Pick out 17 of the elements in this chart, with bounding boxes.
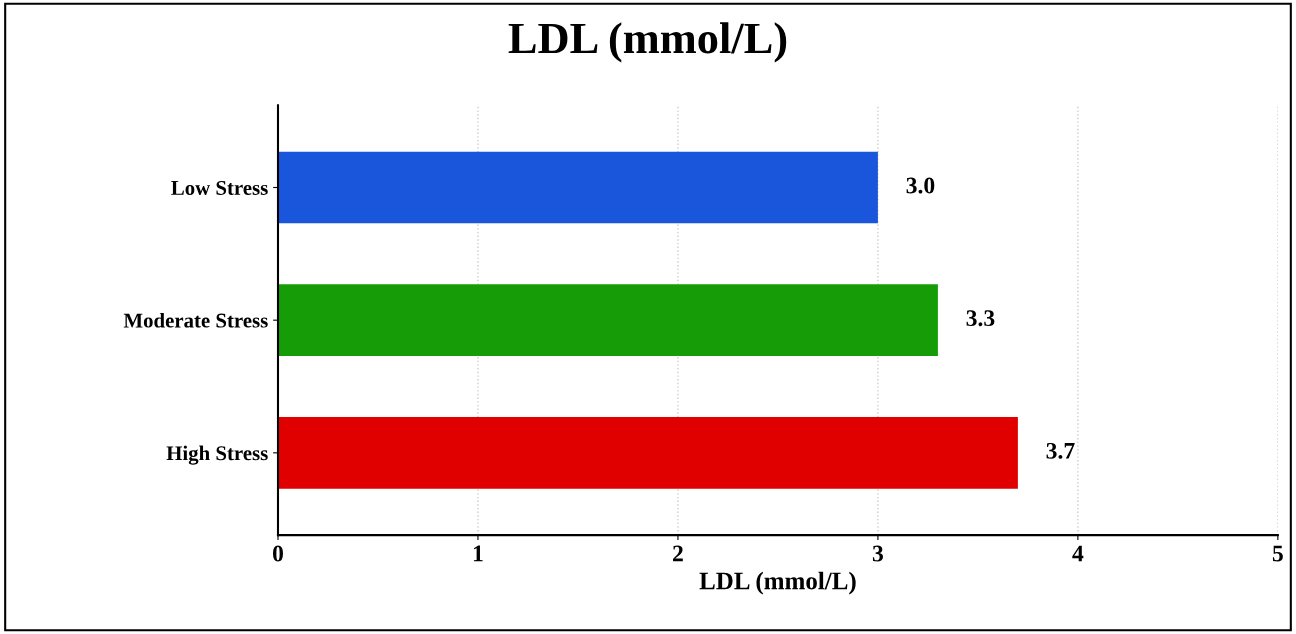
y-tick-label: High Stress [166, 445, 268, 465]
data-label: 3.3 [966, 310, 995, 327]
data-label: 3.7 [1046, 442, 1075, 459]
y-tick-label: Moderate Stress [123, 312, 268, 328]
x-tick-label: 5 [1272, 545, 1283, 562]
y-tick-label: Low Stress [171, 180, 268, 195]
bar [277, 151, 878, 224]
x-tick-label: 4 [1072, 545, 1084, 562]
bar [277, 284, 938, 356]
x-tick-label: 1 [473, 545, 483, 562]
bar [277, 417, 1018, 489]
data-label: 3.0 [906, 177, 935, 194]
x-tick-label: 3 [872, 545, 884, 562]
x-tick-label: 2 [673, 545, 683, 562]
x-axis-title: LDL (mmol/L) [699, 571, 856, 595]
chart-title: LDL (mmol/L) [508, 22, 787, 63]
x-tick-label: 0 [272, 545, 283, 562]
